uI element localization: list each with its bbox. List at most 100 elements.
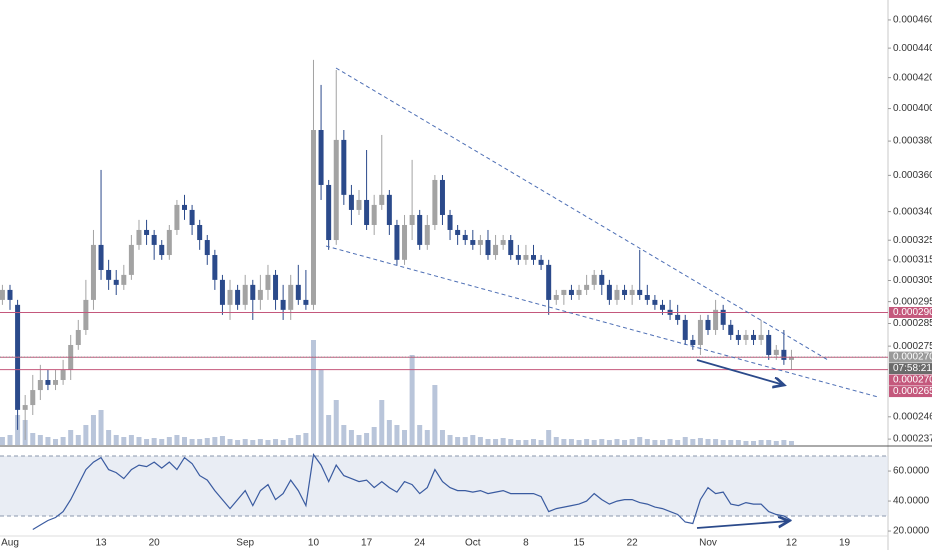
volume-bar <box>644 439 650 445</box>
rsi-band <box>0 456 888 517</box>
volume-bar <box>60 437 66 445</box>
volume-bar <box>30 433 36 445</box>
candle-body <box>409 214 415 225</box>
x-tick-label: 19 <box>839 538 851 549</box>
candle-body <box>675 314 681 320</box>
candle-body <box>7 289 13 300</box>
volume-bar <box>622 440 628 445</box>
volume-bar <box>455 437 461 445</box>
x-tick-label: Nov <box>699 538 717 549</box>
volume-bar <box>189 439 195 445</box>
candle-body <box>606 284 612 300</box>
volume-bar <box>629 439 635 445</box>
candle-body <box>599 274 605 285</box>
candle-body <box>462 234 468 241</box>
x-tick-label: Aug <box>1 538 19 549</box>
candle-body <box>83 299 89 330</box>
candle-body <box>288 284 294 310</box>
upper-trendline <box>335 67 829 361</box>
rsi-tick-label: 40.0000 <box>893 496 930 507</box>
volume-bar <box>591 440 597 445</box>
rsi-tick-label: 60.0000 <box>893 466 930 477</box>
x-tick-label: 15 <box>573 538 585 549</box>
candle-body <box>424 224 430 245</box>
volume-bar <box>667 439 673 445</box>
volume-bar <box>538 440 544 445</box>
candle-body <box>713 309 719 330</box>
level-label-box <box>889 374 932 386</box>
candle-body <box>250 284 256 300</box>
candle-body <box>75 329 81 345</box>
volume-bar <box>432 385 438 445</box>
candle-body <box>235 289 241 305</box>
candle-body <box>531 255 537 260</box>
candle-body <box>485 240 491 256</box>
candle-body <box>379 194 385 205</box>
candle-body <box>523 255 529 260</box>
candle-body <box>682 319 688 340</box>
volume-bar <box>348 430 354 445</box>
candle-body <box>773 349 779 355</box>
count-label: 07:58:21 <box>893 363 932 374</box>
volume-bar <box>500 438 506 445</box>
volume-bar <box>758 440 764 445</box>
candle-body <box>273 274 279 300</box>
candle-body <box>189 209 195 225</box>
candle-body <box>432 179 438 225</box>
volume-bar <box>288 438 294 445</box>
volume-bar <box>766 440 772 445</box>
volume-bar <box>128 435 134 445</box>
candle-body <box>728 324 734 335</box>
candle-body <box>455 229 461 235</box>
volume-bar <box>424 430 430 445</box>
volume-bar <box>280 440 286 445</box>
volume-bar <box>386 420 392 445</box>
candle-body <box>136 229 142 245</box>
candle-body <box>166 229 172 256</box>
volume-layer <box>0 340 794 445</box>
candle-body <box>568 289 574 296</box>
candle-body <box>644 295 650 300</box>
volume-bar <box>98 410 104 445</box>
volume-bar <box>166 437 172 445</box>
candle-body <box>0 289 5 300</box>
candle-body <box>113 279 119 285</box>
candle-body <box>758 334 764 340</box>
volume-bar <box>493 439 499 445</box>
candle-body <box>257 289 263 300</box>
candle-body <box>128 244 134 275</box>
candle-body <box>45 380 51 385</box>
volume-bar <box>136 437 142 445</box>
candle-body <box>697 319 703 345</box>
volume-bar <box>462 437 468 445</box>
volume-bar <box>257 439 263 445</box>
candle-body <box>561 289 567 296</box>
volume-bar <box>599 439 605 445</box>
volume-bar <box>682 437 688 445</box>
candle-body <box>515 255 521 260</box>
candle-body <box>477 240 483 245</box>
trendlines <box>325 67 879 398</box>
candle-body <box>743 334 749 340</box>
volume-bar <box>83 425 89 445</box>
candle-body <box>364 199 370 225</box>
volume-bar <box>212 437 218 445</box>
volume-bar <box>144 439 150 445</box>
volume-bar <box>561 439 567 445</box>
rsi-line <box>32 453 792 531</box>
candle-body <box>121 274 127 285</box>
volume-bar <box>265 440 271 445</box>
volume-bar <box>379 400 385 445</box>
volume-bar <box>659 440 665 445</box>
candle-body <box>197 224 203 241</box>
volume-bar <box>7 435 13 445</box>
candle-body <box>546 264 552 300</box>
volume-bar <box>713 439 719 445</box>
candle-body <box>553 295 559 300</box>
volume-bar <box>773 441 779 445</box>
